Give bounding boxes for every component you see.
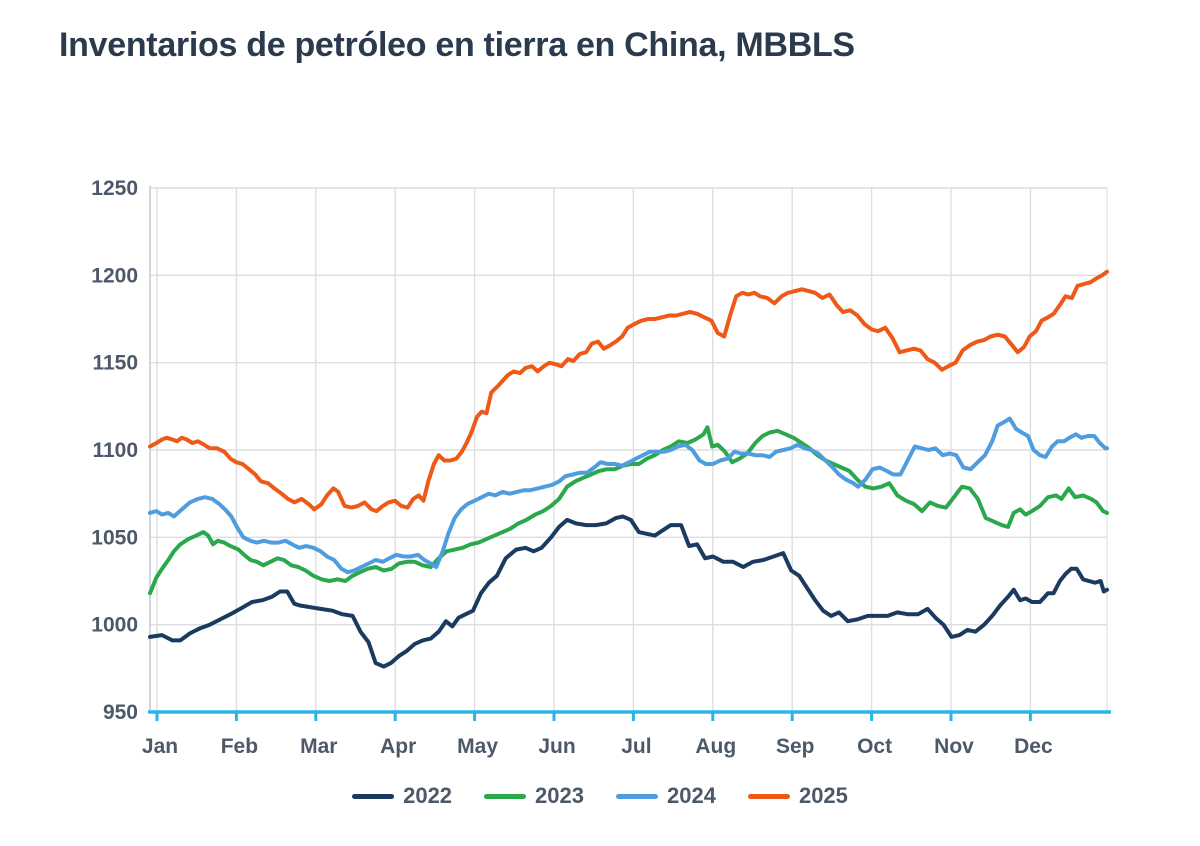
series-line-2022 (148, 514, 1109, 669)
legend-swatch-2024 (616, 793, 658, 799)
x-tick-label: Mar (300, 735, 337, 758)
x-tick-label: Apr (380, 735, 416, 758)
y-axis-labels: 950 1000 1050 1100 1150 1200 1250 (91, 177, 138, 724)
x-tick-label: Oct (857, 735, 892, 758)
y-tick-label: 1100 (92, 439, 138, 462)
y-tick-label: 1050 (91, 526, 138, 549)
x-tick-label: Aug (695, 735, 736, 758)
legend-swatch-2022 (352, 793, 395, 799)
x-tick-label: Dec (1014, 735, 1053, 758)
legend-item-2024: 2024 (616, 783, 716, 809)
y-tick-label: 950 (103, 701, 138, 724)
x-tick-label: Jun (538, 735, 575, 758)
y-tick-label: 1000 (91, 614, 138, 637)
y-tick-label: 1250 (91, 177, 138, 200)
x-tick-label: Nov (934, 735, 974, 758)
x-tick-label: Jul (621, 735, 651, 758)
x-tick-label: Feb (221, 735, 258, 758)
series-line-2025 (148, 269, 1109, 514)
legend-item-2023: 2023 (484, 783, 584, 809)
x-tick-label: May (457, 735, 498, 758)
legend-item-2022: 2022 (352, 783, 452, 809)
x-tick-label: Jan (142, 735, 178, 758)
x-axis-labels: Jan Feb Mar Apr May Jun Jul Aug Sep Oct Nov Dec (142, 712, 1053, 758)
legend-item-2025: 2025 (747, 783, 848, 809)
legend-label-2024: 2024 (667, 783, 716, 808)
legend-swatch-2023 (484, 793, 527, 799)
legend-swatch-2025 (747, 793, 790, 799)
legend-label-2025: 2025 (798, 783, 848, 808)
x-tick-label: Sep (776, 735, 815, 758)
chart-legend: 2022 2023 2024 2025 (0, 783, 1200, 809)
page-title: Inventarios de petróleo en tierra en Chi… (59, 26, 855, 64)
series-line-2024 (148, 416, 1109, 575)
gridlines (150, 187, 1108, 712)
legend-label-2022: 2022 (403, 783, 453, 808)
y-tick-label: 1200 (91, 264, 138, 287)
series-line-2023 (148, 425, 1109, 596)
legend-label-2023: 2023 (535, 783, 584, 808)
y-tick-label: 1150 (92, 352, 138, 375)
